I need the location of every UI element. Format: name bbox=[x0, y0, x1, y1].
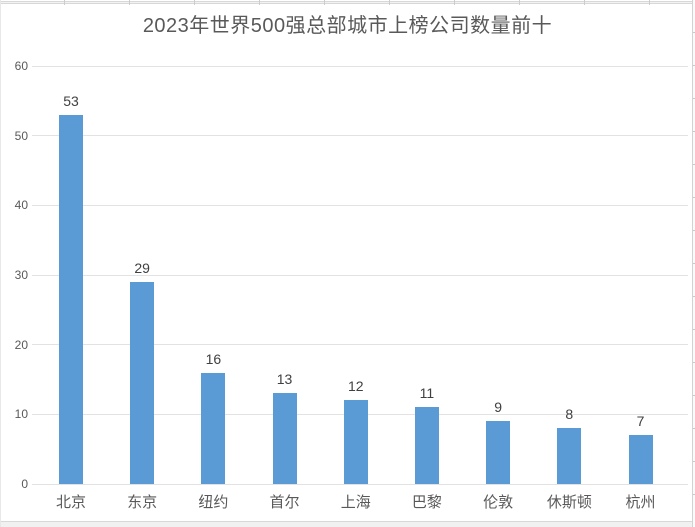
gridline bbox=[32, 204, 688, 206]
y-tick-label: 50 bbox=[14, 128, 28, 143]
bar-value-label: 29 bbox=[134, 259, 150, 276]
chart-bar[interactable] bbox=[414, 407, 439, 484]
chart-title: 2023年世界500强总部城市上榜公司数量前十 bbox=[142, 15, 553, 37]
x-tick-label: 上海 bbox=[340, 494, 371, 511]
chart-bar[interactable] bbox=[59, 114, 83, 484]
chart-bar[interactable] bbox=[272, 393, 297, 484]
y-tick-label: 60 bbox=[14, 59, 28, 73]
gridline bbox=[32, 274, 688, 276]
spreadsheet-left-gridline bbox=[0, 0, 1, 527]
y-tick-label: 20 bbox=[14, 337, 28, 352]
bar-value-label: 16 bbox=[205, 350, 222, 367]
x-tick-label: 伦敦 bbox=[483, 494, 514, 511]
x-tick-label: 首尔 bbox=[269, 494, 300, 511]
y-tick-label: 0 bbox=[21, 477, 28, 491]
bar-value-label: 13 bbox=[276, 371, 293, 388]
gridline bbox=[32, 135, 688, 137]
chart-bar[interactable] bbox=[130, 281, 155, 484]
x-tick-label: 休斯顿 bbox=[546, 494, 592, 511]
bar-value-label: 11 bbox=[419, 385, 435, 402]
y-tick-label: 40 bbox=[14, 198, 28, 213]
y-tick-label: 10 bbox=[14, 407, 28, 422]
bar-value-label: 53 bbox=[63, 92, 79, 109]
chart-bar[interactable] bbox=[557, 428, 582, 484]
chart-bar[interactable] bbox=[201, 372, 226, 484]
x-tick-label: 北京 bbox=[55, 494, 86, 511]
spreadsheet-top-gridline bbox=[0, 0, 695, 5]
gridline bbox=[32, 483, 688, 485]
bar-value-label: 9 bbox=[494, 399, 503, 416]
chart-bar[interactable] bbox=[628, 435, 653, 484]
gridline bbox=[32, 344, 688, 346]
y-tick-label: 30 bbox=[14, 268, 28, 282]
bar-value-label: 7 bbox=[636, 413, 645, 430]
x-tick-label: 东京 bbox=[127, 494, 158, 511]
spreadsheet-right-gridline bbox=[692, 0, 695, 527]
chart-bar[interactable] bbox=[343, 400, 368, 484]
bar-value-label: 12 bbox=[347, 378, 364, 395]
x-tick-label: 杭州 bbox=[625, 494, 656, 511]
gridline bbox=[32, 65, 688, 67]
bar-value-label: 8 bbox=[565, 406, 574, 423]
spreadsheet-bottom-gridline bbox=[0, 521, 695, 527]
x-tick-label: 纽约 bbox=[198, 494, 229, 511]
x-tick-label: 巴黎 bbox=[411, 494, 442, 511]
chart-bar[interactable] bbox=[486, 421, 511, 484]
